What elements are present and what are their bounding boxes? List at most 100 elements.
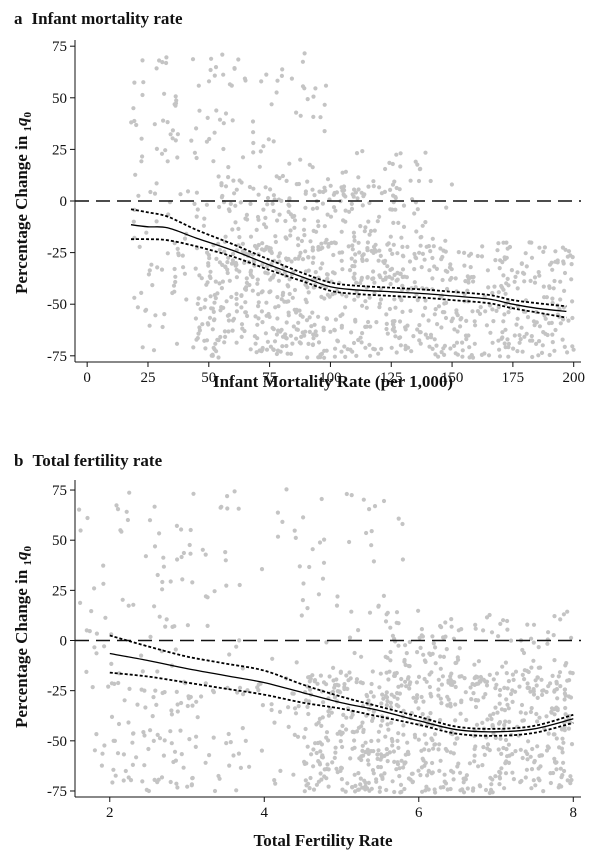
scatter-point — [395, 696, 400, 701]
scatter-point — [169, 712, 174, 717]
scatter-point — [248, 201, 253, 206]
scatter-point — [162, 91, 167, 96]
scatter-point — [384, 326, 389, 332]
scatter-point — [280, 173, 285, 179]
scatter-point — [390, 779, 395, 784]
scatter-point — [146, 746, 151, 752]
scatter-point — [302, 233, 307, 238]
scatter-point — [294, 336, 299, 341]
scatter-point — [385, 722, 390, 727]
scatter-point — [451, 636, 456, 641]
scatter-point — [310, 165, 315, 170]
scatter-point — [326, 709, 331, 714]
scatter-point — [374, 320, 379, 325]
scatter-point — [227, 652, 232, 657]
scatter-point — [326, 738, 331, 743]
scatter-point — [535, 744, 540, 749]
scatter-point — [224, 299, 229, 304]
scatter-point — [260, 320, 265, 325]
scatter-point — [419, 234, 424, 240]
scatter-point — [255, 322, 260, 327]
scatter-point — [234, 275, 239, 280]
scatter-point — [112, 738, 117, 744]
scatter-point — [331, 665, 336, 671]
scatter-point — [540, 343, 545, 348]
scatter-point — [535, 719, 540, 724]
scatter-point — [371, 269, 376, 274]
scatter-point — [514, 322, 519, 327]
scatter-point — [341, 218, 346, 223]
scatter-point — [260, 703, 265, 708]
scatter-point — [332, 755, 337, 761]
scatter-point — [390, 739, 395, 744]
scatter-point — [304, 318, 310, 323]
scatter-point — [109, 661, 114, 667]
scatter-point — [413, 699, 418, 704]
scatter-point — [497, 354, 503, 359]
scatter-point — [115, 751, 121, 756]
scatter-point — [292, 287, 298, 293]
scatter-point — [505, 337, 510, 342]
scatter-point — [417, 338, 422, 343]
scatter-point — [550, 332, 555, 337]
scatter-point — [557, 670, 563, 675]
scatter-point — [510, 672, 515, 677]
scatter-point — [507, 244, 513, 250]
scatter-point — [157, 531, 162, 536]
scatter-point — [398, 335, 403, 340]
scatter-point — [226, 329, 231, 334]
scatter-point — [349, 493, 354, 498]
scatter-point — [371, 179, 376, 184]
scatter-point — [237, 638, 242, 643]
scatter-point — [326, 244, 331, 249]
scatter-point — [346, 244, 351, 249]
scatter-point — [414, 680, 419, 685]
scatter-point — [110, 780, 115, 785]
scatter-point — [147, 323, 152, 328]
scatter-point — [565, 609, 570, 614]
scatter-point — [181, 265, 186, 270]
scatter-point — [286, 705, 291, 710]
scatter-point — [162, 312, 167, 317]
scatter-point — [484, 323, 489, 328]
scatter-point — [448, 262, 453, 267]
scatter-point — [310, 673, 315, 678]
scatter-point — [475, 253, 480, 259]
scatter-point — [216, 355, 221, 360]
scatter-point — [207, 256, 212, 261]
scatter-point — [432, 787, 437, 792]
scatter-point — [500, 664, 505, 669]
scatter-point — [310, 248, 315, 253]
scatter-point — [418, 330, 423, 335]
scatter-point — [374, 779, 379, 784]
scatter-point — [401, 708, 406, 714]
scatter-point — [520, 349, 525, 354]
y-tick-label: -25 — [47, 246, 67, 262]
scatter-point — [216, 174, 221, 179]
scatter-point — [394, 152, 399, 157]
scatter-point — [515, 286, 520, 291]
scatter-point — [503, 327, 508, 332]
scatter-point — [314, 782, 319, 787]
scatter-point — [498, 736, 503, 741]
scatter-point — [323, 240, 328, 245]
scatter-point — [392, 319, 397, 324]
scatter-point — [473, 744, 478, 749]
scatter-point — [443, 746, 448, 752]
scatter-point — [528, 689, 533, 694]
scatter-point — [535, 675, 540, 680]
scatter-point — [410, 779, 415, 784]
scatter-point — [425, 773, 430, 778]
scatter-point — [140, 669, 145, 674]
scatter-point — [529, 706, 534, 711]
scatter-point — [196, 296, 201, 301]
scatter-point — [275, 534, 281, 539]
scatter-point — [494, 671, 500, 676]
scatter-point — [449, 275, 454, 281]
scatter-point — [327, 674, 332, 679]
scatter-point — [372, 228, 377, 233]
scatter-point — [467, 355, 472, 360]
scatter-point — [532, 275, 538, 280]
panel-a: a Infant mortality rate 7550250-25-50-750… — [12, 9, 585, 391]
scatter-point — [339, 349, 344, 354]
